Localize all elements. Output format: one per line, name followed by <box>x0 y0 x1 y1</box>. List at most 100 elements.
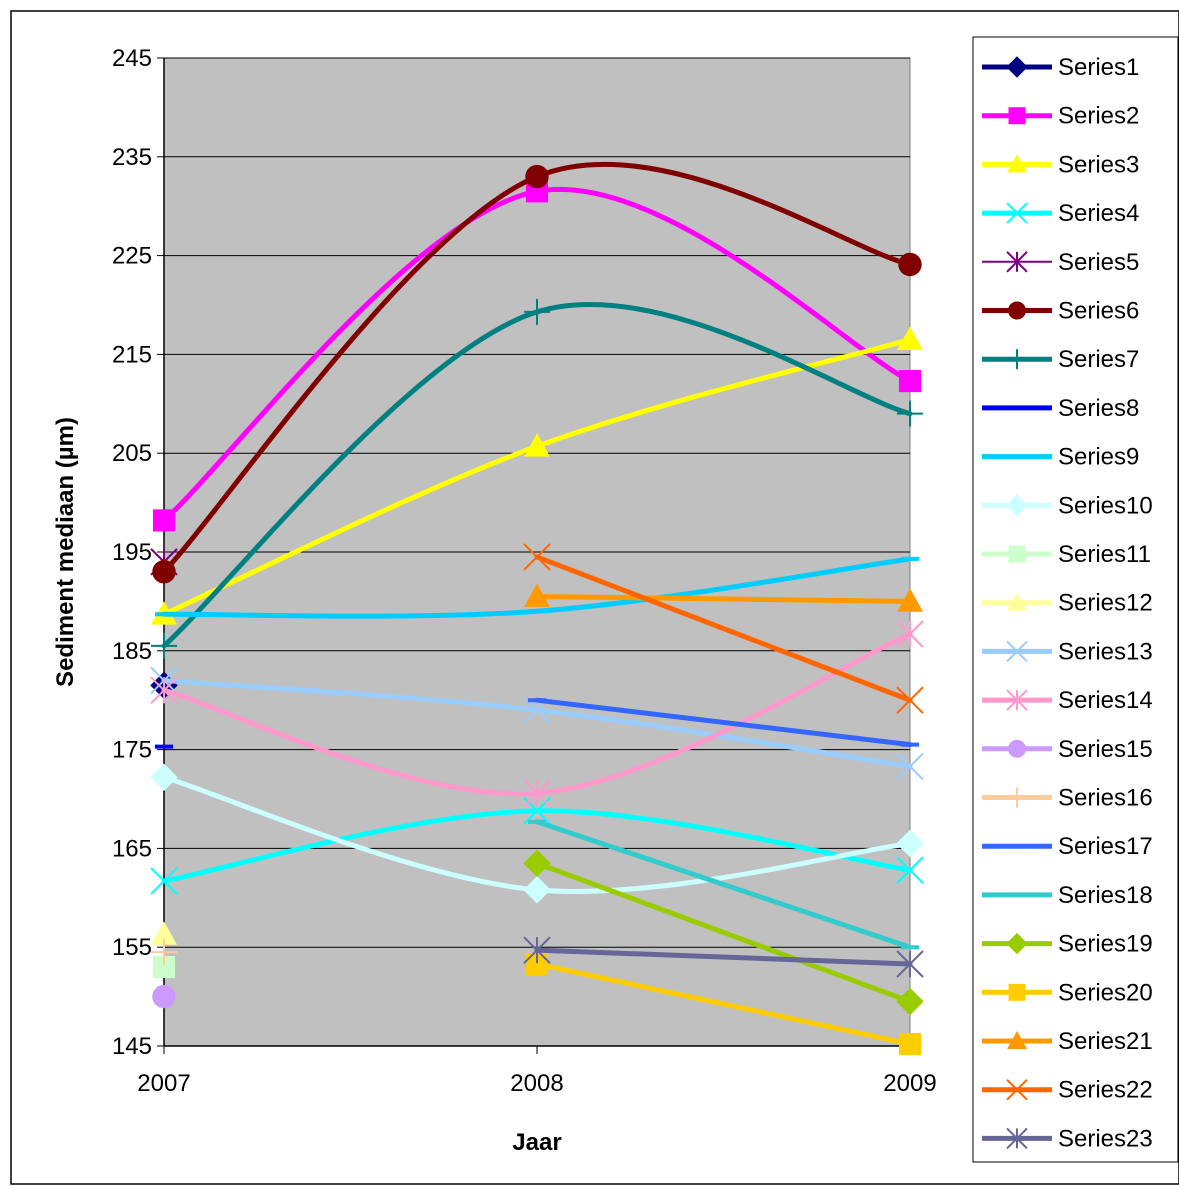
data-point <box>523 936 551 964</box>
legend-swatch-marker <box>1008 545 1026 563</box>
marker-shape <box>150 763 178 791</box>
marker-shape <box>152 984 176 1009</box>
y-tick-label: 205 <box>112 440 152 467</box>
data-point <box>524 433 550 457</box>
marker-shape <box>523 876 551 904</box>
legend-item-series15: Series15 <box>982 736 1153 763</box>
marker-shape <box>525 952 549 976</box>
legend-swatch-marker <box>1008 983 1026 1001</box>
marker-shape <box>898 1032 922 1056</box>
data-point <box>525 952 549 976</box>
y-tick-label: 145 <box>112 1033 152 1060</box>
marker-shape <box>523 543 551 571</box>
legend-label: Series7 <box>1058 346 1139 373</box>
series-line <box>534 947 913 967</box>
legend-label: Series18 <box>1058 882 1153 909</box>
data-point <box>152 509 176 532</box>
data-point <box>896 987 924 1016</box>
series-series15 <box>152 984 176 1009</box>
legend-swatch-marker <box>1007 349 1027 370</box>
data-point <box>152 955 176 979</box>
marker-shape <box>1006 1078 1028 1101</box>
data-point <box>523 876 551 904</box>
legend-swatch-marker <box>1008 301 1026 320</box>
data-point <box>897 326 923 350</box>
series-series22 <box>523 543 924 714</box>
legend-item-series12: Series12 <box>982 590 1153 617</box>
y-tick-label: 175 <box>112 737 152 764</box>
legend-label: Series12 <box>1058 590 1153 617</box>
legend-item-series18: Series18 <box>982 882 1153 909</box>
series-group <box>150 161 924 1056</box>
legend-item-series20: Series20 <box>982 979 1153 1006</box>
legend-swatch-marker <box>1006 689 1028 711</box>
data-point <box>896 950 924 978</box>
marker-shape <box>898 370 922 393</box>
legend-items: Series1 Series2 Series3 Series4 Series5 Serie… <box>982 54 1153 1152</box>
data-point <box>150 763 178 791</box>
y-tick-label: 235 <box>112 144 152 171</box>
data-point <box>897 400 923 427</box>
data-point <box>150 867 178 895</box>
y-tick-label: 225 <box>112 243 152 270</box>
legend-item-series13: Series13 <box>982 638 1153 665</box>
legend-swatch-marker <box>1006 640 1028 663</box>
marker-shape <box>1008 107 1026 125</box>
legend-swatch-marker <box>1006 932 1028 955</box>
legend-label: Series16 <box>1058 785 1153 812</box>
legend-label: Series1 <box>1058 54 1139 81</box>
legend-item-series16: Series16 <box>982 785 1153 812</box>
legend-label: Series9 <box>1058 444 1139 471</box>
legend-label: Series2 <box>1058 103 1139 130</box>
x-tick-label: 2007 <box>137 1070 190 1097</box>
data-point <box>896 620 924 648</box>
data-point <box>525 164 549 189</box>
legend-item-series5: Series5 <box>982 249 1139 276</box>
series-line <box>534 554 913 703</box>
marker-shape <box>896 987 924 1016</box>
gridlines <box>164 57 910 1047</box>
marker-shape <box>897 588 923 612</box>
x-tick-label: 2008 <box>510 1070 563 1097</box>
legend-item-series11: Series11 <box>982 541 1151 568</box>
series-series17 <box>527 697 920 748</box>
data-point <box>524 583 550 607</box>
data-point <box>152 560 176 584</box>
legend-label: Series5 <box>1058 249 1139 276</box>
marker-shape <box>896 856 924 884</box>
legend-swatch-marker <box>1006 494 1028 517</box>
legend-item-series3: Series3 <box>982 151 1139 178</box>
series-line <box>534 697 913 748</box>
data-point <box>897 588 923 612</box>
legend-item-series17: Series17 <box>982 833 1153 860</box>
series-series11 <box>152 955 176 979</box>
marker-shape <box>896 686 924 714</box>
marker-shape <box>524 583 550 607</box>
data-point <box>523 849 551 877</box>
legend-label: Series14 <box>1058 687 1153 714</box>
legend-label: Series4 <box>1058 200 1139 227</box>
series-series7 <box>151 298 923 659</box>
legend-swatch-marker <box>1006 1127 1028 1150</box>
marker-shape <box>898 252 922 277</box>
legend-swatch-marker <box>1006 251 1028 273</box>
legend-swatch-marker <box>1007 787 1027 808</box>
legend-label: Series22 <box>1058 1077 1153 1104</box>
series-series6 <box>152 161 922 584</box>
marker-shape <box>1007 154 1027 173</box>
marker-shape <box>152 955 176 979</box>
legend-swatch-marker <box>1006 202 1028 224</box>
y-tick-label: 165 <box>112 835 152 862</box>
data-point <box>523 543 551 571</box>
data-point <box>896 752 924 781</box>
legend-label: Series23 <box>1058 1125 1153 1152</box>
marker-shape <box>1006 56 1028 78</box>
legend-item-series19: Series19 <box>982 931 1153 958</box>
series-line <box>534 961 913 1047</box>
y-axis-title: Sediment mediaan (µm) <box>52 417 79 687</box>
data-point <box>151 632 177 659</box>
legend-item-series7: Series7 <box>982 346 1139 373</box>
legend-label: Series19 <box>1058 931 1153 958</box>
marker-shape <box>896 752 924 781</box>
